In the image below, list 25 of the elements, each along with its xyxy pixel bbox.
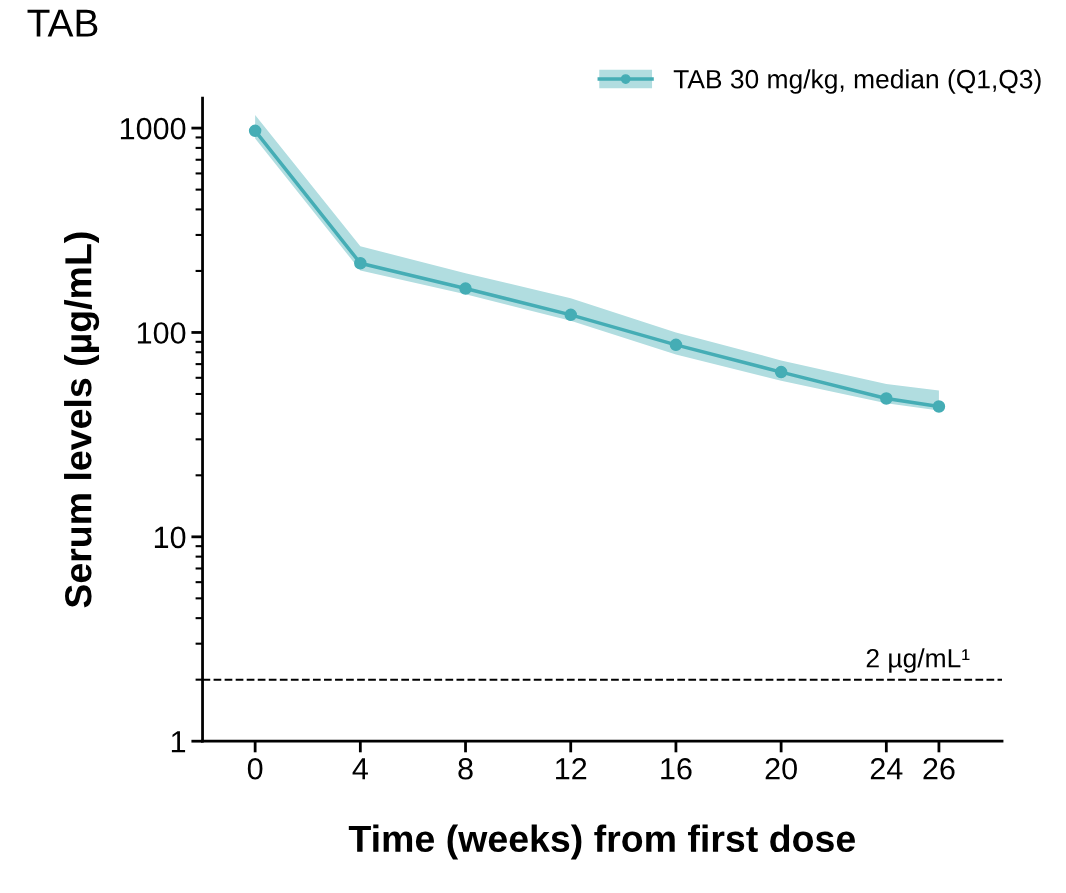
y-tick-label: 1000 bbox=[120, 117, 186, 140]
point bbox=[564, 308, 577, 322]
x-tick-label: 4 bbox=[352, 758, 368, 780]
y-axis-title: Serum levels (µg/mL) bbox=[64, 232, 100, 608]
point bbox=[774, 365, 788, 379]
x-tick-label: 8 bbox=[458, 757, 473, 780]
y-tick-label: 10 bbox=[154, 526, 186, 549]
point bbox=[932, 400, 946, 413]
point bbox=[880, 392, 893, 405]
point bbox=[669, 338, 683, 352]
point bbox=[248, 124, 262, 138]
x-tick-label: 0 bbox=[247, 757, 263, 780]
x-tick-label: 24 bbox=[870, 757, 903, 780]
x-tick-label: 20 bbox=[765, 757, 797, 780]
x-tick-label: 26 bbox=[923, 757, 955, 780]
legend-label: TAB 30 mg/kg, median (Q1,Q3) bbox=[673, 69, 1041, 94]
x-tick-label: 16 bbox=[661, 757, 692, 780]
x-tick-label: 12 bbox=[556, 757, 587, 780]
x-axis-title: Time (weeks) from first dose bbox=[348, 824, 855, 860]
point bbox=[354, 257, 367, 270]
y-tick-label: 100 bbox=[137, 322, 186, 344]
y-tick-label: 1 bbox=[171, 731, 186, 753]
chart-title: TAB bbox=[27, 9, 98, 37]
ref-line-label: 2 µg/mL¹ bbox=[866, 648, 970, 673]
point bbox=[459, 282, 472, 295]
